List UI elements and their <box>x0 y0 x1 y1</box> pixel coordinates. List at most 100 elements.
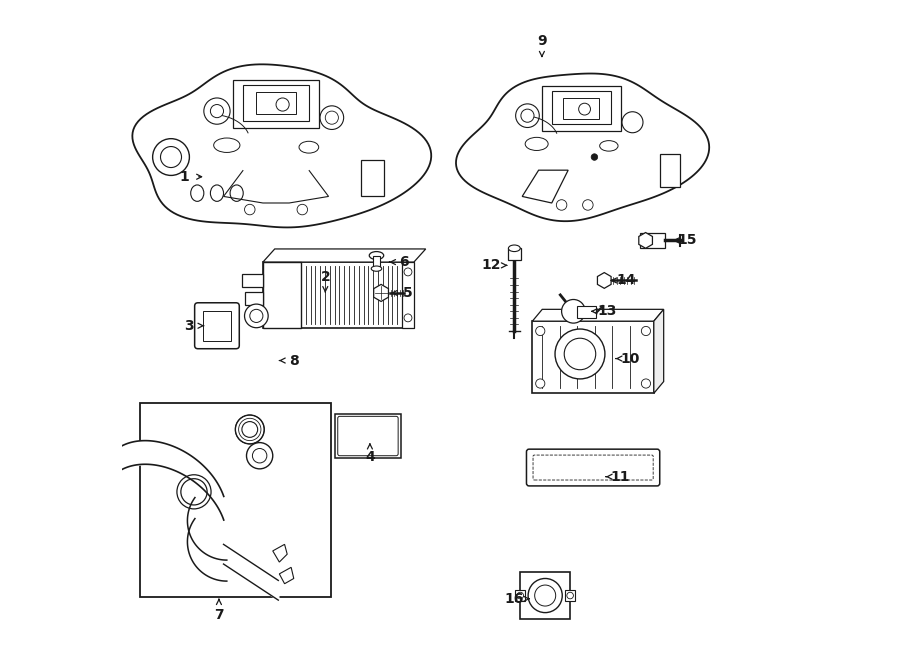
Polygon shape <box>456 73 709 221</box>
Ellipse shape <box>371 266 382 271</box>
Bar <box>263 262 301 328</box>
Text: 6: 6 <box>400 255 409 269</box>
FancyBboxPatch shape <box>533 455 653 480</box>
Circle shape <box>245 304 268 328</box>
Polygon shape <box>263 249 426 262</box>
Bar <box>242 274 263 287</box>
Circle shape <box>297 205 308 214</box>
Bar <box>402 262 414 328</box>
Polygon shape <box>522 170 568 203</box>
Bar <box>542 86 621 131</box>
Circle shape <box>153 138 189 175</box>
Circle shape <box>325 111 338 124</box>
Circle shape <box>582 200 593 211</box>
Text: 7: 7 <box>214 608 224 622</box>
Bar <box>373 256 381 269</box>
Polygon shape <box>653 309 663 393</box>
Polygon shape <box>374 285 389 301</box>
Circle shape <box>276 98 289 111</box>
Circle shape <box>536 379 544 388</box>
Circle shape <box>528 579 562 612</box>
Bar <box>533 321 653 393</box>
Bar <box>660 154 680 187</box>
Bar <box>263 262 414 328</box>
Circle shape <box>160 146 182 167</box>
Bar <box>256 92 296 115</box>
Bar <box>202 310 231 341</box>
Circle shape <box>521 109 534 122</box>
Ellipse shape <box>299 141 319 153</box>
Circle shape <box>203 98 230 124</box>
Bar <box>577 306 597 318</box>
Bar <box>508 248 521 260</box>
Ellipse shape <box>230 185 243 201</box>
Circle shape <box>517 592 524 599</box>
Circle shape <box>250 309 263 322</box>
Bar <box>562 98 599 119</box>
Circle shape <box>556 200 567 211</box>
Bar <box>362 160 384 197</box>
Polygon shape <box>598 273 611 289</box>
Text: 2: 2 <box>320 270 330 284</box>
Circle shape <box>591 154 598 160</box>
Bar <box>641 232 665 248</box>
Polygon shape <box>132 64 431 228</box>
Ellipse shape <box>599 140 618 151</box>
Circle shape <box>404 268 412 276</box>
Circle shape <box>245 205 255 214</box>
Circle shape <box>562 299 585 323</box>
Circle shape <box>579 103 590 115</box>
Circle shape <box>564 338 596 370</box>
Circle shape <box>567 592 573 599</box>
Bar <box>565 591 575 601</box>
Polygon shape <box>279 567 293 584</box>
Circle shape <box>252 448 267 463</box>
Text: 15: 15 <box>678 234 698 248</box>
Circle shape <box>211 105 223 118</box>
Polygon shape <box>533 309 663 321</box>
Text: 5: 5 <box>403 286 413 300</box>
Text: 13: 13 <box>598 305 617 318</box>
Text: 4: 4 <box>365 450 374 464</box>
Circle shape <box>320 106 344 130</box>
Circle shape <box>642 326 651 336</box>
Bar <box>515 591 526 601</box>
Circle shape <box>235 415 265 444</box>
Bar <box>233 80 319 128</box>
Circle shape <box>516 104 539 128</box>
Ellipse shape <box>213 138 240 152</box>
Circle shape <box>535 585 555 606</box>
Bar <box>520 572 570 619</box>
Bar <box>552 91 611 124</box>
Text: 3: 3 <box>184 318 194 333</box>
Text: 16: 16 <box>505 592 524 606</box>
Text: 9: 9 <box>537 34 546 48</box>
Circle shape <box>247 443 273 469</box>
Text: 1: 1 <box>179 169 189 184</box>
Circle shape <box>555 329 605 379</box>
Text: 8: 8 <box>289 354 299 367</box>
Bar <box>245 292 263 305</box>
Circle shape <box>642 379 651 388</box>
Bar <box>140 403 330 597</box>
Bar <box>243 85 309 121</box>
Bar <box>335 414 400 458</box>
Ellipse shape <box>211 185 223 201</box>
Circle shape <box>622 112 643 133</box>
FancyBboxPatch shape <box>194 303 239 349</box>
Circle shape <box>404 314 412 322</box>
Ellipse shape <box>508 245 520 252</box>
Circle shape <box>242 422 257 438</box>
Polygon shape <box>639 232 652 248</box>
Ellipse shape <box>526 137 548 150</box>
Text: 10: 10 <box>621 352 640 365</box>
FancyBboxPatch shape <box>338 416 398 455</box>
Ellipse shape <box>191 185 203 201</box>
Text: 12: 12 <box>482 258 501 272</box>
Text: 11: 11 <box>611 470 630 484</box>
Polygon shape <box>273 544 287 562</box>
FancyBboxPatch shape <box>526 449 660 486</box>
Circle shape <box>536 326 544 336</box>
Ellipse shape <box>369 252 383 260</box>
Text: 14: 14 <box>616 273 635 287</box>
